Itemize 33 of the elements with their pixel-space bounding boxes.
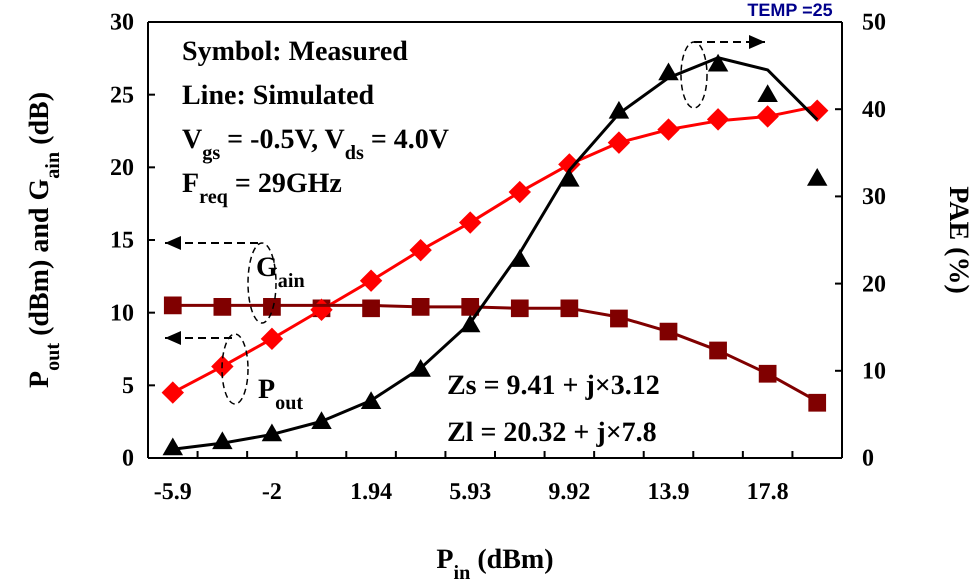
x-tick-label: 13.9: [648, 479, 690, 506]
y2-axis-title: PAE (%): [943, 186, 974, 294]
text: TEMP =25: [747, 0, 833, 20]
annotation: V$_{gs}$ = -0.5V, V$_{ds}$ = 4.0V: [182, 124, 450, 164]
x-axis-title: P$_{in}$ (dBm): [436, 544, 554, 584]
annotation: Zs = 9.41 + j×3.12: [447, 370, 660, 401]
x-tick-label: -2: [262, 479, 282, 506]
x-tick-label: 17.8: [746, 479, 789, 506]
y2-tick-label: 20: [862, 271, 886, 298]
annotation: Line: Simulated: [182, 80, 375, 111]
x-tick-label: 5.93: [449, 479, 492, 506]
y-tick-label: 10: [110, 300, 134, 326]
y-tick-label: 0: [122, 446, 134, 472]
y-tick-label: 20: [110, 155, 134, 182]
y2-tick-label: 50: [862, 10, 886, 36]
y2-tick-label: 40: [862, 96, 886, 123]
y2-tick-label: 10: [862, 358, 886, 384]
y-tick-label: 5: [122, 373, 134, 400]
y2-tick-label: 30: [862, 184, 886, 210]
annotation: F$_{req}$ = 29GHz: [182, 168, 342, 208]
y-tick-label: 30: [110, 10, 134, 36]
y-tick-label: 25: [110, 82, 134, 108]
annotation: G$_{ain}$: [256, 252, 305, 292]
x-tick-label: -5.9: [154, 479, 192, 506]
point: [162, 381, 184, 404]
x-tick-label: 1.94: [350, 479, 392, 506]
annotation: P$_{out}$: [258, 374, 304, 414]
point: [164, 296, 182, 314]
x-tick-label: 9.92: [548, 479, 590, 506]
y-tick-label: 15: [110, 228, 134, 254]
y2-tick-label: 0: [862, 446, 874, 472]
annotation: Zl = 20.32 + j×7.8: [447, 417, 657, 448]
annotation: Symbol: Measured: [182, 36, 408, 67]
